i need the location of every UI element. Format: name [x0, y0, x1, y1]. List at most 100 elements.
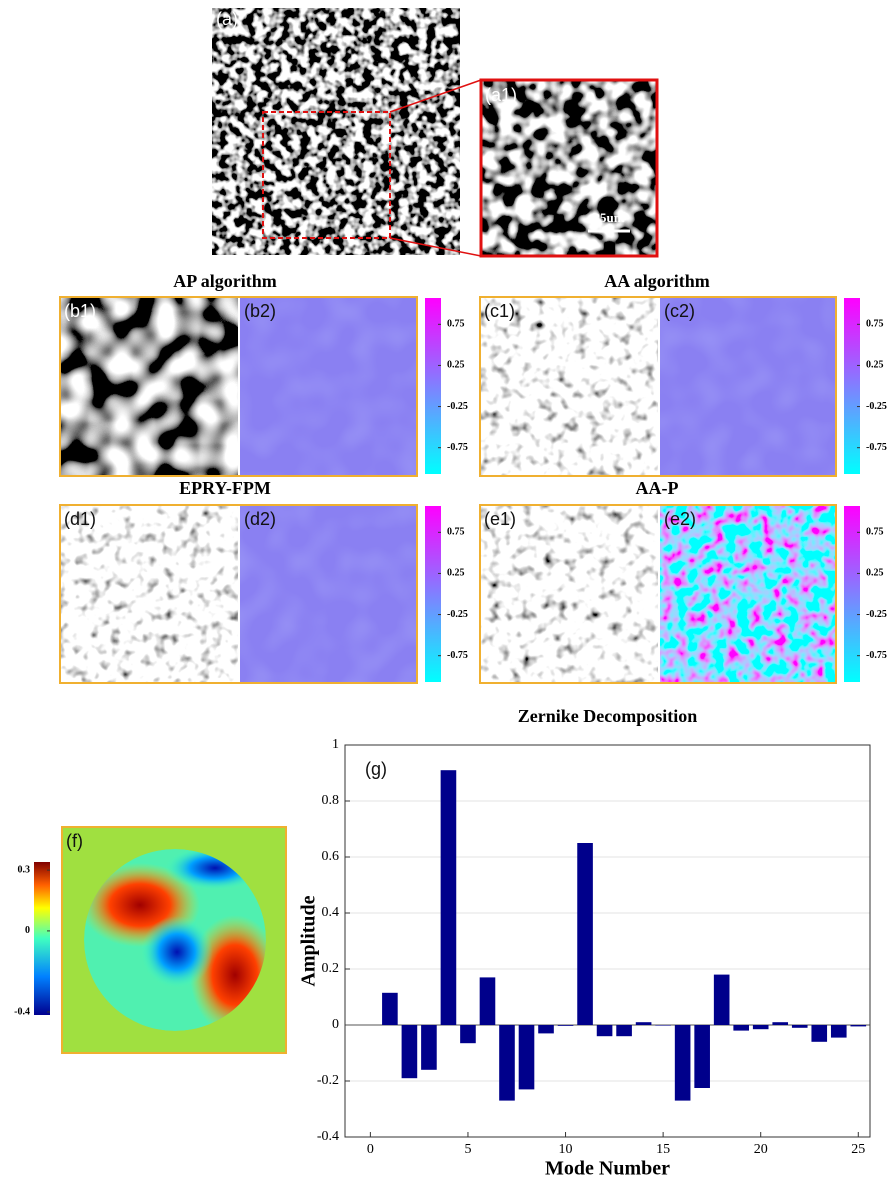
colorbar-tick-label: 0.75 — [866, 319, 884, 330]
colorbar-tick-label: 0.25 — [447, 568, 465, 579]
colorbar-tick-label: -0.75 — [866, 442, 887, 453]
bar-chart: Zernike Decomposition -0.4 -0.2 0 0.2 0.4 0.6 0… — [298, 706, 871, 1180]
y-tick-label: 0.6 — [322, 849, 340, 864]
amplitude-image — [480, 297, 658, 476]
plot-frame — [344, 744, 871, 1138]
colorbar-tick-label: 0.75 — [447, 319, 465, 330]
colorbar-gradient — [34, 862, 50, 1015]
panel-title: AA-P — [636, 478, 679, 498]
phase-texture — [660, 297, 836, 476]
colorbar-tick-label: 0.25 — [866, 360, 884, 371]
bar — [791, 1025, 808, 1028]
panel-frame — [61, 826, 287, 1054]
y-tick-label: -0.2 — [317, 1073, 339, 1088]
amplitude-image — [60, 297, 238, 476]
bar — [421, 1025, 437, 1070]
bar — [772, 1022, 789, 1025]
zoom-image — [481, 80, 657, 256]
colorbars: 0.75 0.25 -0.25 -0.75 0.75 0.25 -0.25 -0.75 0.75… — [425, 298, 887, 682]
x-tick-label: 10 — [559, 1142, 573, 1157]
bar — [635, 1022, 652, 1025]
zoom-connector — [389, 79, 482, 113]
colorbar-tick-label: 0.25 — [447, 360, 465, 371]
panel-frame — [59, 296, 418, 477]
bar — [674, 1025, 691, 1101]
panel-frame — [479, 296, 837, 477]
panel-label: (g) — [365, 759, 387, 779]
colorbar-tick-label: 0.75 — [447, 527, 465, 538]
panel-label: (b1) — [64, 301, 96, 321]
bar — [440, 770, 457, 1025]
phase-texture — [240, 505, 417, 683]
panel-title: AP algorithm — [173, 271, 277, 291]
colorbar-gradient — [844, 298, 860, 474]
bar — [616, 1025, 632, 1037]
zoom-frame — [479, 78, 659, 258]
x-tick-label: 15 — [656, 1142, 670, 1157]
colorbar-tick-label: -0.25 — [447, 609, 468, 620]
panel-title: AA algorithm — [604, 271, 710, 291]
colorbar-tick-label: -0.25 — [866, 401, 887, 412]
panel-label: (d2) — [244, 509, 276, 529]
bar — [596, 1025, 613, 1037]
panel-frame — [59, 504, 418, 684]
colorbar-gradient — [844, 506, 860, 682]
bar — [752, 1025, 769, 1030]
bar — [382, 992, 398, 1025]
bar — [518, 1025, 535, 1090]
sample-image — [212, 8, 460, 255]
zoom-box — [262, 111, 391, 239]
bar — [557, 1025, 574, 1026]
colorbar-tick-label: 0.25 — [866, 568, 884, 579]
bar — [655, 1025, 671, 1026]
panel-label: (f) — [66, 831, 83, 851]
y-tick-label: 0.8 — [322, 793, 340, 808]
panel-label: (c1) — [484, 301, 515, 321]
pupil-lobe — [141, 916, 213, 988]
colorbar-gradient — [425, 506, 441, 682]
panel-label: (e2) — [664, 509, 696, 529]
panel-label: (a1) — [485, 85, 517, 105]
bar — [811, 1025, 828, 1042]
panel-label: (e1) — [484, 509, 516, 529]
scale-bar-label: 25um — [593, 210, 624, 225]
phase-texture — [240, 297, 417, 476]
chart-title: Zernike Decomposition — [518, 706, 698, 726]
zoom-connector — [389, 237, 482, 257]
amplitude-image — [480, 505, 658, 683]
panel-label: (a) — [216, 9, 238, 29]
colorbar-tick-label: -0.75 — [447, 442, 468, 453]
bar — [577, 843, 593, 1025]
colorbar-tick-label: -0.25 — [866, 609, 887, 620]
colorbar: 0.3 0 -0.4 — [14, 862, 50, 1017]
y-axis-label: Amplitude — [298, 895, 320, 986]
bar — [460, 1025, 476, 1044]
bar — [499, 1025, 515, 1101]
panel-label: (b2) — [244, 301, 276, 321]
x-tick-label: 5 — [464, 1142, 471, 1157]
colorbar-tick-label: -0.75 — [866, 650, 887, 661]
colorbar-tick-label: -0.25 — [447, 401, 468, 412]
x-tick-label: 25 — [851, 1142, 865, 1157]
colorbar-tick-label: -0.4 — [14, 1006, 30, 1017]
amplitude-image — [60, 505, 238, 683]
y-tick-label: 0.4 — [322, 905, 340, 920]
panel-label: (d1) — [64, 509, 96, 529]
y-tick-label: 0.2 — [322, 961, 340, 976]
x-tick-label: 0 — [367, 1142, 374, 1157]
bar — [733, 1025, 749, 1031]
colorbar-tick-label: 0 — [25, 925, 30, 936]
bar — [713, 974, 730, 1025]
phase-image — [660, 505, 836, 683]
panel-frame — [479, 504, 837, 684]
bar — [479, 977, 496, 1025]
colorbar-tick-label: 0.3 — [18, 864, 31, 875]
bar — [830, 1025, 847, 1038]
x-axis-label: Mode Number — [545, 1158, 670, 1180]
colorbar-tick-label: -0.75 — [447, 650, 468, 661]
panel-title: EPRY-FPM — [179, 478, 271, 498]
bar — [850, 1025, 867, 1027]
x-tick-label: 20 — [754, 1142, 768, 1157]
panel-label: (c2) — [664, 301, 695, 321]
